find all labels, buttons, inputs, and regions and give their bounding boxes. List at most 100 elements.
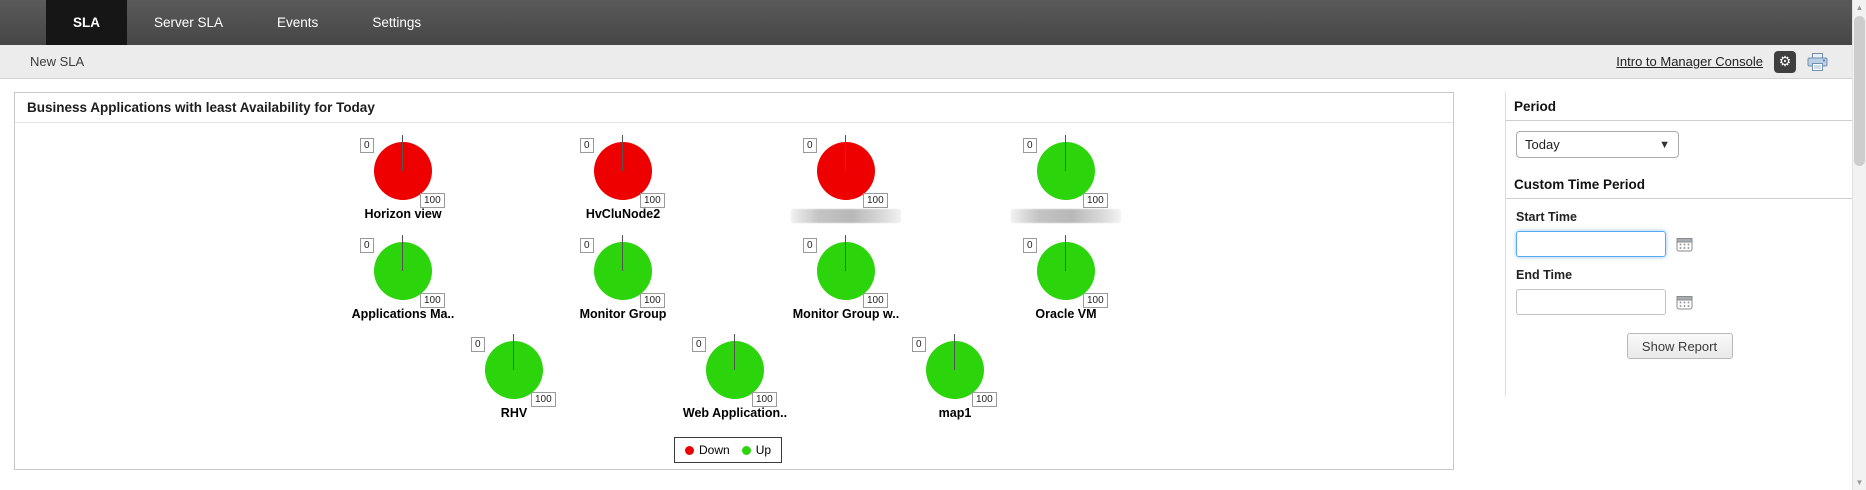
scroll-down-icon[interactable]: ▼ <box>1855 478 1864 487</box>
report-sidebar: Period Today ▼ Custom Time Period Start … <box>1505 92 1853 396</box>
availability-gauge: 0 100 Monitor Group <box>543 225 703 337</box>
gauge-min-tick: 0 <box>360 238 374 253</box>
availability-gauge: 0 100 Applications Ma.. <box>323 225 483 337</box>
gauge-max-tick: 100 <box>420 293 445 308</box>
legend-dot-down <box>685 445 694 455</box>
gauge-pie-up[interactable] <box>817 242 875 300</box>
gauge-pie-up[interactable] <box>926 341 984 399</box>
gauge-needle <box>513 334 514 370</box>
gauge-min-tick: 0 <box>803 138 817 153</box>
period-select[interactable]: Today ▼ <box>1516 131 1679 158</box>
gauge-min-tick: 0 <box>360 138 374 153</box>
gauge-max-tick: 100 <box>863 293 888 308</box>
gauge-label: Monitor Group <box>579 307 667 321</box>
gauge-label: HvCluNode2 <box>585 207 661 221</box>
gauge-pie-up[interactable] <box>594 242 652 300</box>
intro-to-manager-console-link[interactable]: Intro to Manager Console <box>1616 54 1763 69</box>
breadcrumb-actions: Intro to Manager Console ⚙ <box>1616 50 1838 73</box>
gauge-pie-down[interactable] <box>594 142 652 200</box>
gauge-min-tick: 0 <box>692 337 706 352</box>
tab-sla[interactable]: SLA <box>46 0 127 45</box>
gauge-needle <box>845 135 846 171</box>
gauge-pie-up[interactable] <box>1037 142 1095 200</box>
gauge-min-tick: 0 <box>912 337 926 352</box>
availability-gauge: 0 100 Monitor Group w.. <box>766 225 926 337</box>
legend-label: Up <box>755 443 772 457</box>
availability-gauge: 0 100 <box>766 125 926 237</box>
period-selected-value: Today <box>1525 137 1560 152</box>
start-time-input[interactable] <box>1516 231 1666 257</box>
gauge-pie-down[interactable] <box>374 142 432 200</box>
gauge-label: Oracle VM <box>1035 307 1097 321</box>
gauge-label-redacted <box>791 209 901 223</box>
gauge-max-tick: 100 <box>420 193 445 208</box>
gauge-needle <box>845 235 846 271</box>
availability-gauge: 0 100 Web Application.. <box>655 324 815 436</box>
gauge-needle <box>1065 135 1066 171</box>
gear-icon[interactable]: ⚙ <box>1774 50 1796 73</box>
tab-events[interactable]: Events <box>277 15 319 30</box>
legend-item-up: Up <box>741 443 772 457</box>
end-time-input[interactable] <box>1516 289 1666 315</box>
gauge-min-tick: 0 <box>803 238 817 253</box>
gauge-max-tick: 100 <box>1083 293 1108 308</box>
gauge-min-tick: 0 <box>471 337 485 352</box>
top-nav: SLA Server SLA Events Settings <box>0 0 1852 45</box>
custom-time-period-header: Custom Time Period <box>1506 170 1853 199</box>
gauge-label: map1 <box>938 406 972 420</box>
printer-icon[interactable] <box>1807 52 1828 71</box>
gauge-min-tick: 0 <box>580 138 594 153</box>
panel-title: Business Applications with least Availab… <box>15 93 1453 123</box>
calendar-icon[interactable] <box>1676 236 1693 252</box>
gauge-needle <box>402 235 403 271</box>
gauge-min-tick: 0 <box>1023 238 1037 253</box>
scroll-up-icon[interactable]: ▲ <box>1855 3 1864 12</box>
gauge-pie-up[interactable] <box>1037 242 1095 300</box>
gauge-needle <box>622 135 623 171</box>
gauge-min-tick: 0 <box>1023 138 1037 153</box>
gauge-needle <box>954 334 955 370</box>
period-header: Period <box>1506 92 1853 121</box>
gauges-layer: 0 100 Horizon view 0 100 HvCluNode2 0 100 0 100 0 1… <box>15 93 1453 469</box>
legend-item-down: Down <box>685 443 730 457</box>
gauge-pie-up[interactable] <box>485 341 543 399</box>
gauge-label: RHV <box>500 406 528 420</box>
page-title: New SLA <box>30 54 85 69</box>
availability-gauge: 0 100 HvCluNode2 <box>543 125 703 237</box>
gauge-pie-up[interactable] <box>706 341 764 399</box>
gauge-needle <box>402 135 403 171</box>
tab-server-sla[interactable]: Server SLA <box>154 15 224 30</box>
start-time-label: Start Time <box>1516 210 1577 224</box>
gauge-max-tick: 100 <box>752 392 777 407</box>
availability-gauge: 0 100 Oracle VM <box>986 225 1146 337</box>
availability-panel: Business Applications with least Availab… <box>14 92 1454 470</box>
gauge-max-tick: 100 <box>972 392 997 407</box>
tab-settings[interactable]: Settings <box>372 15 422 30</box>
calendar-icon[interactable] <box>1676 294 1693 310</box>
scrollbar-thumb[interactable] <box>1854 16 1865 166</box>
gauge-label: Monitor Group w.. <box>792 307 900 321</box>
end-time-label: End Time <box>1516 268 1573 282</box>
gauge-min-tick: 0 <box>580 238 594 253</box>
legend-dot-up <box>741 445 751 455</box>
gauge-max-tick: 100 <box>640 293 665 308</box>
gauge-pie-up[interactable] <box>374 242 432 300</box>
availability-gauge: 0 100 <box>986 125 1146 237</box>
gauge-pie-down[interactable] <box>817 142 875 200</box>
availability-gauge: 0 100 RHV <box>434 324 594 436</box>
gauge-needle <box>1065 235 1066 271</box>
gauge-max-tick: 100 <box>640 193 665 208</box>
start-time-row <box>1516 231 1853 257</box>
gauge-needle <box>734 334 735 370</box>
gauge-label: Applications Ma.. <box>351 307 455 321</box>
availability-gauge: 0 100 map1 <box>875 324 1035 436</box>
gauge-max-tick: 100 <box>863 193 888 208</box>
availability-gauge: 0 100 Horizon view <box>323 125 483 237</box>
gauge-label: Horizon view <box>364 207 442 221</box>
legend-label: Down <box>699 443 730 457</box>
vertical-scrollbar[interactable]: ▲ ▼ <box>1852 0 1866 490</box>
show-report-button[interactable]: Show Report <box>1626 333 1733 359</box>
breadcrumb-bar: New SLA Intro to Manager Console ⚙ <box>0 45 1852 79</box>
chart-legend: Down Up <box>674 437 783 463</box>
gauge-max-tick: 100 <box>531 392 556 407</box>
